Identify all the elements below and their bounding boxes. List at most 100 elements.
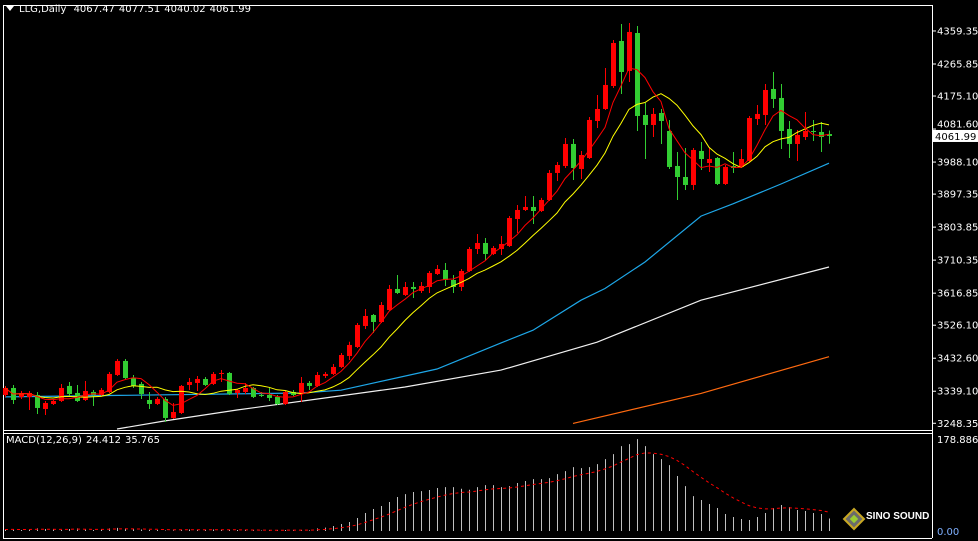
candle-body — [827, 134, 832, 136]
candle — [683, 147, 688, 190]
candle — [363, 308, 368, 329]
candle-body — [819, 131, 824, 137]
y-tick-label: 4265.85 — [937, 59, 978, 70]
candle — [139, 381, 144, 399]
candle-body — [171, 411, 176, 418]
candle-body — [363, 315, 368, 326]
candle — [547, 169, 552, 201]
candle-body — [243, 387, 248, 392]
candle — [659, 108, 664, 144]
candle — [723, 164, 728, 185]
candle — [595, 94, 600, 128]
price-axis: 4359.35 4265.85 4175.10 4081.60 3988.10 3897.… — [932, 26, 978, 430]
y-tick-label: 3248.35 — [937, 419, 978, 430]
candle — [379, 301, 384, 323]
y-tick-label: 3897.35 — [937, 190, 978, 201]
candle-body — [547, 172, 552, 200]
candle-body — [259, 394, 264, 396]
candle-body — [811, 130, 816, 132]
macd-tick-label: 178.886 — [937, 435, 978, 446]
candle-body — [163, 398, 168, 418]
candle-body — [387, 288, 392, 310]
candle-body — [131, 377, 136, 386]
candle — [187, 377, 192, 390]
candle-body — [659, 112, 664, 121]
candle-body — [755, 113, 760, 119]
candle-body — [675, 165, 680, 177]
candle-body — [315, 374, 320, 386]
candle — [499, 236, 504, 255]
candle-body — [307, 382, 312, 386]
candle — [331, 363, 336, 375]
candle — [699, 142, 704, 170]
dropdown-triangle-icon[interactable] — [6, 6, 14, 11]
candle — [787, 120, 792, 159]
candle-body — [443, 269, 448, 280]
candle-body — [435, 268, 440, 274]
candle-body — [27, 392, 32, 397]
open-price: 4067.47 — [73, 4, 115, 15]
candle-body — [635, 33, 640, 116]
y-tick-label: 3616.85 — [937, 289, 978, 300]
candle — [827, 130, 832, 144]
candle-body — [299, 382, 304, 393]
candle — [91, 389, 96, 406]
candle — [651, 108, 656, 137]
candle — [267, 387, 272, 401]
candle-body — [611, 42, 616, 87]
candle-body — [35, 394, 40, 408]
candle-body — [203, 378, 208, 385]
candle-body — [491, 247, 496, 254]
y-tick-label: 3526.10 — [937, 321, 978, 332]
candle-body — [803, 130, 808, 137]
candle-body — [179, 385, 184, 413]
candle-body — [459, 270, 464, 287]
candle-body — [235, 389, 240, 393]
candle — [779, 83, 784, 149]
candle-body — [371, 314, 376, 322]
y-tick-label: 4175.10 — [937, 92, 978, 103]
candle — [763, 83, 768, 125]
ma-fast-line — [4, 67, 830, 406]
candle-body — [267, 394, 272, 398]
candle-body — [67, 385, 72, 394]
candle — [35, 391, 40, 414]
y-tick-label: 4081.60 — [937, 119, 978, 130]
candle — [803, 111, 808, 140]
ma-slow-line — [4, 93, 830, 399]
candle — [19, 390, 24, 399]
candle — [179, 384, 184, 414]
candle — [635, 25, 640, 131]
candle — [307, 380, 312, 390]
candle — [715, 156, 720, 185]
candle-body — [643, 114, 648, 125]
macd-name: MACD(12,26,9) — [6, 435, 82, 446]
candle — [563, 137, 568, 168]
candle — [771, 71, 776, 109]
candle — [387, 284, 392, 311]
candle — [755, 105, 760, 125]
candle — [283, 390, 288, 405]
candle — [411, 281, 416, 298]
candle — [227, 371, 232, 395]
candle-body — [59, 387, 64, 401]
candle — [491, 245, 496, 255]
candle-body — [139, 383, 144, 394]
candle — [403, 281, 408, 296]
y-tick-label: 3803.85 — [937, 223, 978, 234]
candle — [395, 274, 400, 294]
candle-body — [499, 243, 504, 249]
candle-body — [187, 381, 192, 385]
short-moving-averages — [4, 67, 830, 406]
candle-body — [683, 176, 688, 185]
high-price: 4077.51 — [118, 4, 161, 15]
candle-body — [563, 143, 568, 166]
candle-body — [691, 149, 696, 185]
candle-body — [83, 390, 88, 400]
candle — [347, 341, 352, 360]
macd-label: MACD(12,26,9) 24.412 35.765 — [6, 435, 164, 446]
candle — [523, 195, 528, 212]
candle-body — [699, 150, 704, 159]
symbol-timeframe: LLG,Daily — [19, 4, 67, 15]
